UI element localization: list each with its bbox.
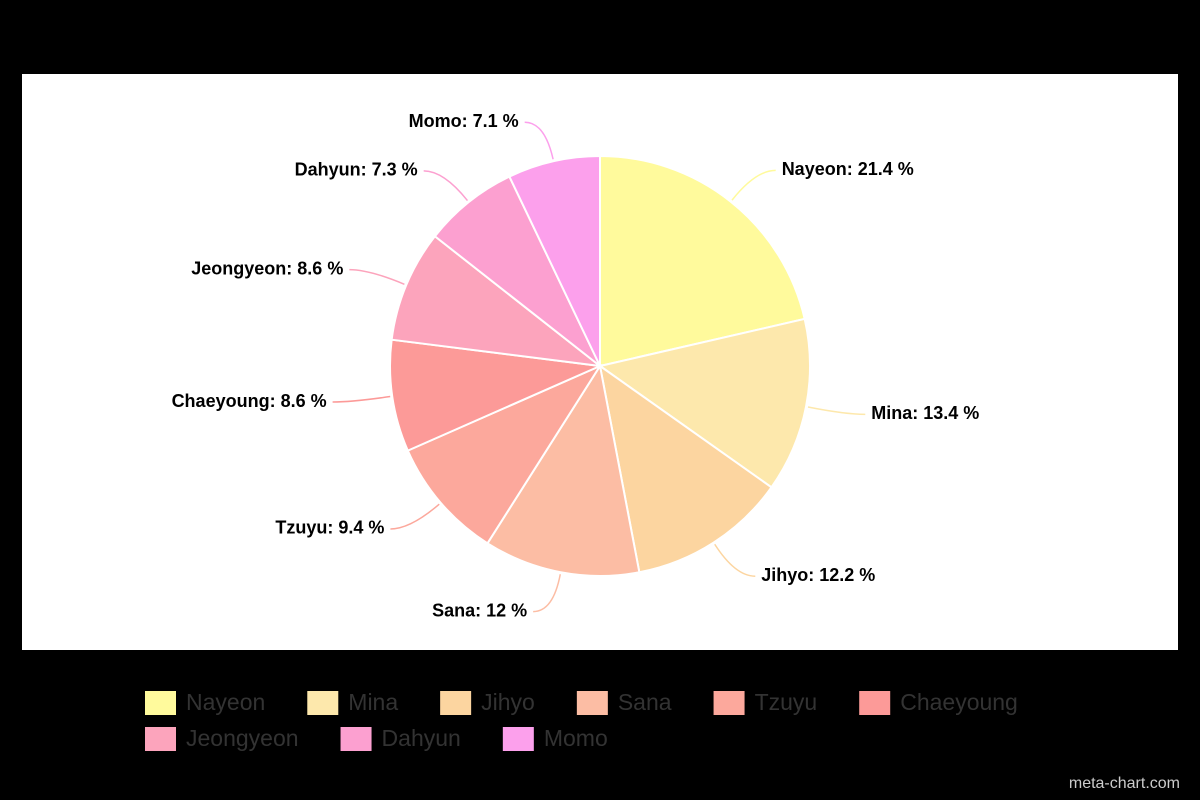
data-label: Mina: 13.4 % — [871, 403, 979, 423]
pie-slice — [406, 363, 603, 545]
leader-line — [533, 574, 562, 613]
leader-line — [714, 543, 756, 577]
legend-label: Mina — [348, 689, 398, 715]
data-label: Sana: 12 % — [432, 600, 527, 620]
leader-line — [390, 503, 440, 530]
legend-label: Tzuyu — [755, 689, 818, 715]
legend-swatch — [340, 727, 372, 751]
pie-slice — [598, 363, 773, 574]
leader-line — [524, 121, 554, 160]
legend-label: Nayeon — [186, 689, 265, 715]
leader-line — [807, 406, 866, 416]
legend-label: Dahyun — [382, 725, 461, 751]
legend-swatch — [576, 691, 608, 715]
legend-swatch — [307, 691, 339, 715]
legend-swatch — [440, 691, 472, 715]
legend-label: Jihyo — [481, 689, 535, 715]
pie-slice — [508, 154, 601, 367]
watermark: meta-chart.com — [1069, 775, 1180, 792]
pie-slice — [486, 363, 641, 577]
leader-line — [731, 169, 776, 201]
data-label: Tzuyu: 9.4 % — [275, 518, 384, 538]
data-label: Jeongyeon: 8.6 % — [191, 258, 343, 278]
legend-label: Jeongyeon — [186, 725, 299, 751]
data-label: Nayeon: 21.4 % — [782, 159, 914, 179]
legend-swatch — [502, 727, 534, 751]
pie-slice — [597, 317, 811, 489]
pie-slice — [389, 338, 604, 452]
leader-line — [332, 395, 391, 403]
data-label: Dahyun: 7.3 % — [295, 160, 418, 180]
leader-line — [349, 268, 405, 285]
data-label: Chaeyoung: 8.6 % — [172, 391, 327, 411]
legend-swatch — [145, 727, 176, 751]
pie-slice — [599, 154, 806, 368]
legend-label: Momo — [544, 725, 608, 751]
data-label: Jihyo: 12.2 % — [761, 565, 875, 585]
legend-swatch — [145, 691, 176, 715]
leader-line — [423, 170, 469, 202]
data-label: Momo: 7.1 % — [409, 111, 519, 131]
pie-slice — [390, 234, 604, 368]
legend-label: Sana — [618, 689, 672, 715]
legend-swatch — [859, 691, 891, 715]
legend-label: Chaeyoung — [900, 689, 1018, 715]
legend-swatch — [713, 691, 745, 715]
